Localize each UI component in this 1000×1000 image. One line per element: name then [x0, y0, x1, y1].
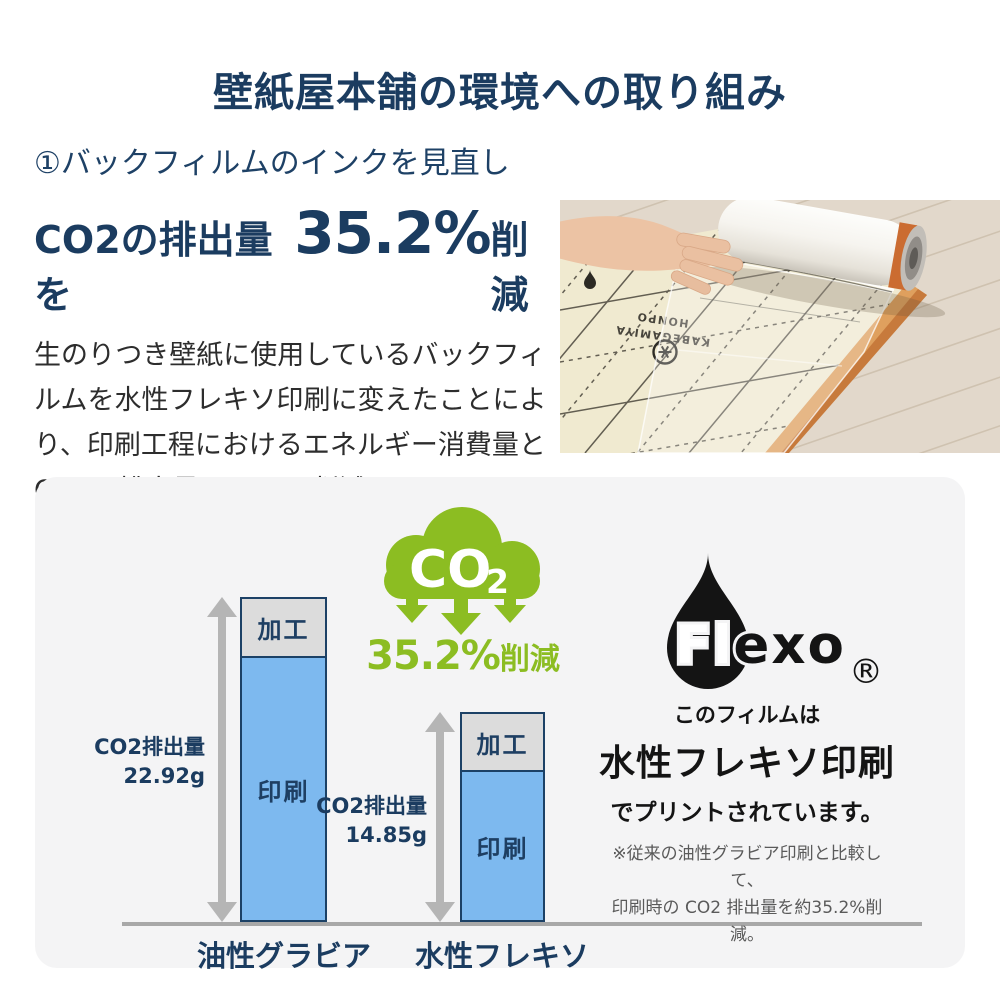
right-bar-amount: CO2排出量 14.85g	[287, 792, 427, 850]
flexo-line3: でプリントされています。	[610, 800, 884, 826]
left-bar-amount: CO2排出量 22.92g	[65, 733, 205, 791]
sheet-orange-edge	[765, 282, 927, 453]
registered-mark: ®	[849, 652, 883, 691]
segment-label: 加工	[257, 616, 310, 644]
flexo-logo: Flexo ®	[667, 553, 883, 691]
page-title: 壁紙屋本舗の環境への取り組み	[213, 70, 787, 116]
segment-label: 加工	[476, 730, 529, 759]
subheading-suffix: 削減	[490, 218, 529, 317]
film-drop-mark	[584, 270, 596, 289]
segment-label: 印刷	[257, 777, 310, 806]
category-label-oil-gravure: 油性グラビア	[196, 939, 371, 973]
roll-shadow	[698, 266, 946, 318]
flexo-logo-text: Flexo	[675, 615, 846, 676]
section-subheading: CO2の排出量を 35.2% 削減	[34, 204, 562, 319]
chart-baseline	[122, 922, 922, 926]
left-bar-height-arrow	[207, 597, 237, 922]
bar-segment-printing: 印刷	[242, 658, 325, 920]
segment-label: 印刷	[476, 834, 529, 863]
co2-cloud-icon: CO 2	[384, 507, 540, 635]
flexo-copy-block: このフィルムは 水性フレキソ印刷 でプリントされています。 ※従来の油性グラビア…	[597, 699, 897, 949]
amount-value: 14.85g	[345, 823, 427, 847]
product-photo: KABEGAMIYA HONPO	[369, 47, 1000, 608]
flexo-drop-icon	[667, 553, 749, 689]
category-label-water-flexo: 水性フレキソ	[414, 939, 589, 973]
footnote-line2: 印刷時の CO2 排出量を約35.2%削減。	[611, 898, 883, 945]
co2-icon-text: CO	[409, 540, 491, 600]
flexo-footnote: ※従来の油性グラビア印刷と比較して、 印刷時の CO2 排出量を約35.2%削減…	[597, 841, 897, 949]
hand	[550, 216, 744, 295]
bar-water-flexo: 加工 印刷	[460, 712, 545, 922]
sheet-orange-edge-dark	[781, 289, 927, 453]
wallpaper-sheet	[560, 226, 908, 453]
amount-label: CO2排出量	[316, 794, 427, 818]
photo-illustration: KABEGAMIYA HONPO	[369, 47, 1000, 608]
bar-segment-processing: 加工	[242, 599, 325, 658]
reduction-percentage: 35.2%	[294, 199, 491, 267]
section-heading: ①バックフィルムのインクを見直し	[34, 146, 510, 181]
bar-segment-printing: 印刷	[462, 772, 543, 920]
reduction-callout: 35.2%削減	[365, 633, 561, 679]
intro-section: ①バックフィルムのインクを見直し CO2の排出量を 35.2% 削減 生のりつき壁紙…	[34, 146, 562, 513]
bar-segment-processing: 加工	[462, 714, 543, 772]
amount-label: CO2排出量	[94, 735, 205, 759]
bar-oil-gravure: 加工 印刷	[240, 597, 327, 922]
footnote-line1: ※従来の油性グラビア印刷と比較して、	[612, 844, 882, 891]
subheading-prefix: CO2の排出量を	[34, 218, 273, 317]
reduction-value: 35.2%	[366, 633, 501, 679]
flexo-line1: このフィルムは	[673, 703, 821, 727]
infographic-panel: 加工 印刷 CO2排出量 22.92g 油性グラビア 加工 印刷 CO2排出量 …	[35, 477, 965, 973]
right-bar-height-arrow	[425, 712, 455, 922]
wallpaper-roll	[718, 196, 927, 291]
reduction-suffix: 削減	[499, 642, 560, 677]
flexo-line2: 水性フレキソ印刷	[598, 743, 895, 784]
film-emblem	[652, 339, 678, 365]
amount-value: 22.92g	[123, 764, 205, 788]
co2-icon-subscript: 2	[486, 562, 509, 601]
